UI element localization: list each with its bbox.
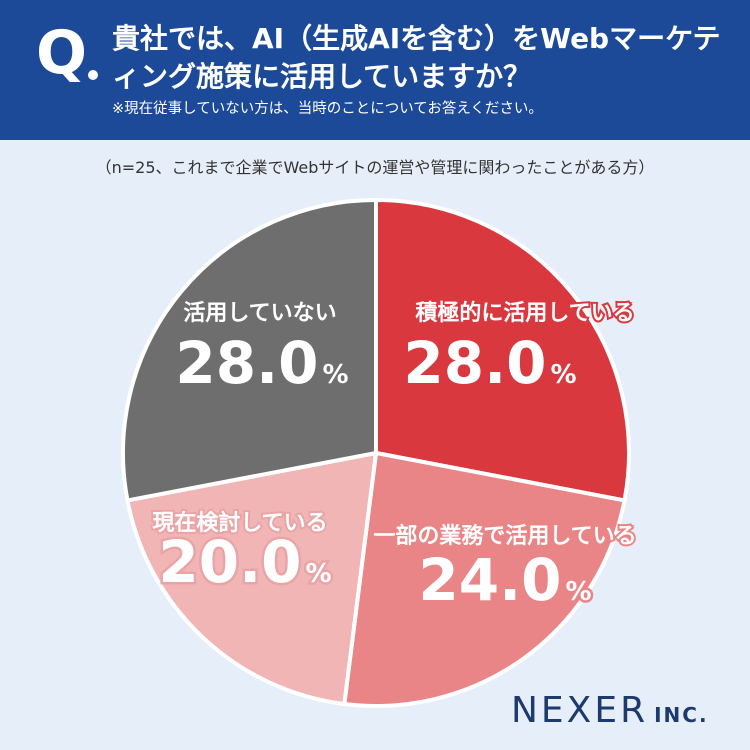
slice-value-unit: % (566, 577, 592, 607)
slice-value-label: 28.0% (175, 329, 348, 397)
q-mark: Q (36, 18, 88, 88)
question-text: 貴社では、AI（生成AIを含む）をWebマーケティング施策に活用していますか？ (112, 22, 721, 93)
pie-slice-3 (125, 451, 378, 707)
slice-value-number: 28.0 (175, 329, 318, 397)
slice-value-unit: % (323, 360, 349, 390)
slice-category-label: 積極的に活用している (415, 300, 634, 326)
slice-value-number: 20.0 (158, 528, 301, 596)
slice-category-label: 活用していない (183, 301, 336, 326)
slice-category-label: 一部の業務で活用している (373, 523, 636, 549)
logo-main: NEXER (511, 690, 649, 731)
logo-suffix: INC. (654, 703, 709, 727)
pie-slice-1 (374, 198, 631, 503)
slice-value-label: 24.0% (418, 546, 591, 614)
slice-value-number: 24.0 (418, 546, 561, 614)
slice-value-label: 28.0% (403, 329, 576, 397)
sample-note: （n=25、これまで企業でWebサイトの運営や管理に関わったことがある方） (95, 158, 655, 177)
slice-value-number: 28.0 (403, 329, 546, 397)
slice-value-unit: % (306, 559, 332, 589)
nexer-logo: NEXER INC. (511, 690, 709, 731)
question-note: ※現在従事していない方は、当時のことについてお答えください。 (112, 101, 543, 117)
slice-label-group-4: 活用していない 28.0% (173, 299, 351, 400)
slice-value-unit: % (551, 360, 577, 390)
slice-label-group-1: 積極的に活用している 28.0% (401, 298, 637, 400)
slice-value-label: 20.0% (158, 528, 331, 596)
pie-slice-2 (342, 451, 627, 708)
q-dot-icon (88, 70, 98, 80)
pie-slice-4 (121, 198, 378, 503)
question-header: Q 貴社では、AI（生成AIを含む）をWebマーケティング施策に活用していますか… (0, 0, 750, 140)
slice-category-label: 現在検討している (152, 510, 327, 536)
